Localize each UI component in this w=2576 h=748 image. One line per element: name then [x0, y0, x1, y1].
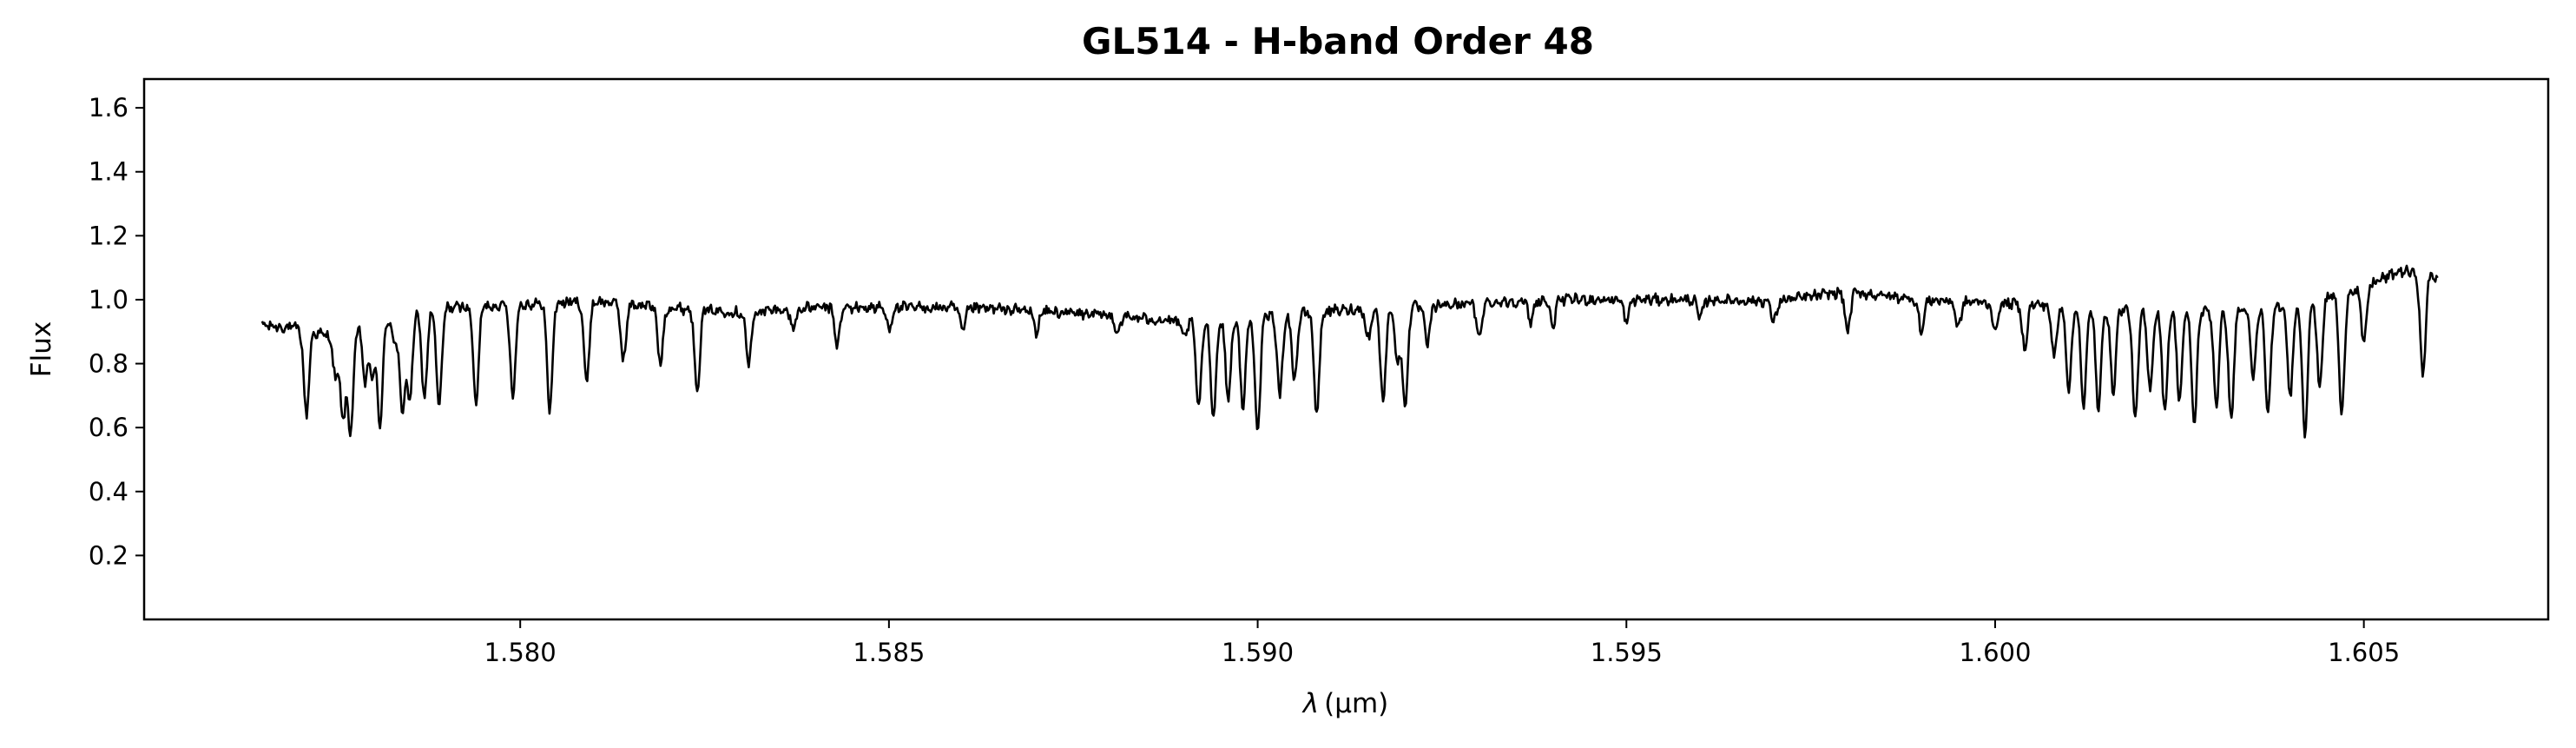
y-axis-label: Flux — [26, 321, 57, 377]
plot-frame — [142, 77, 2550, 621]
y-tick-label: 1.6 — [89, 93, 128, 122]
x-axis: 1.580 1.585 1.590 1.595 1.600 1.605 — [484, 619, 2400, 667]
y-axis: 0.2 0.4 0.6 0.8 1.0 1.2 1.4 1.6 — [89, 93, 144, 570]
y-tick-label: 1.0 — [89, 285, 128, 314]
chart-title: GL514 - H-band Order 48 — [1082, 20, 1594, 63]
y-tick-label: 0.8 — [89, 349, 128, 379]
y-tick-label: 1.4 — [89, 157, 128, 187]
y-tick-label: 0.2 — [89, 540, 128, 570]
y-tick-label: 1.2 — [89, 221, 128, 250]
x-tick-label: 1.595 — [1591, 638, 1663, 667]
x-axis-label-units: (μm) — [1324, 688, 1388, 719]
x-tick-label: 1.605 — [2328, 638, 2400, 667]
y-tick-label: 0.4 — [89, 477, 128, 506]
y-tick-label: 0.6 — [89, 413, 128, 442]
spectrum-line — [260, 264, 2439, 439]
x-tick-label: 1.585 — [853, 638, 925, 667]
x-tick-label: 1.600 — [1959, 638, 2031, 667]
x-axis-label: λ (μm) — [1301, 688, 1388, 719]
x-tick-label: 1.590 — [1222, 638, 1294, 667]
x-axis-label-symbol: λ — [1301, 688, 1319, 719]
spectrum-series — [260, 264, 2439, 439]
x-tick-label: 1.580 — [484, 638, 557, 667]
